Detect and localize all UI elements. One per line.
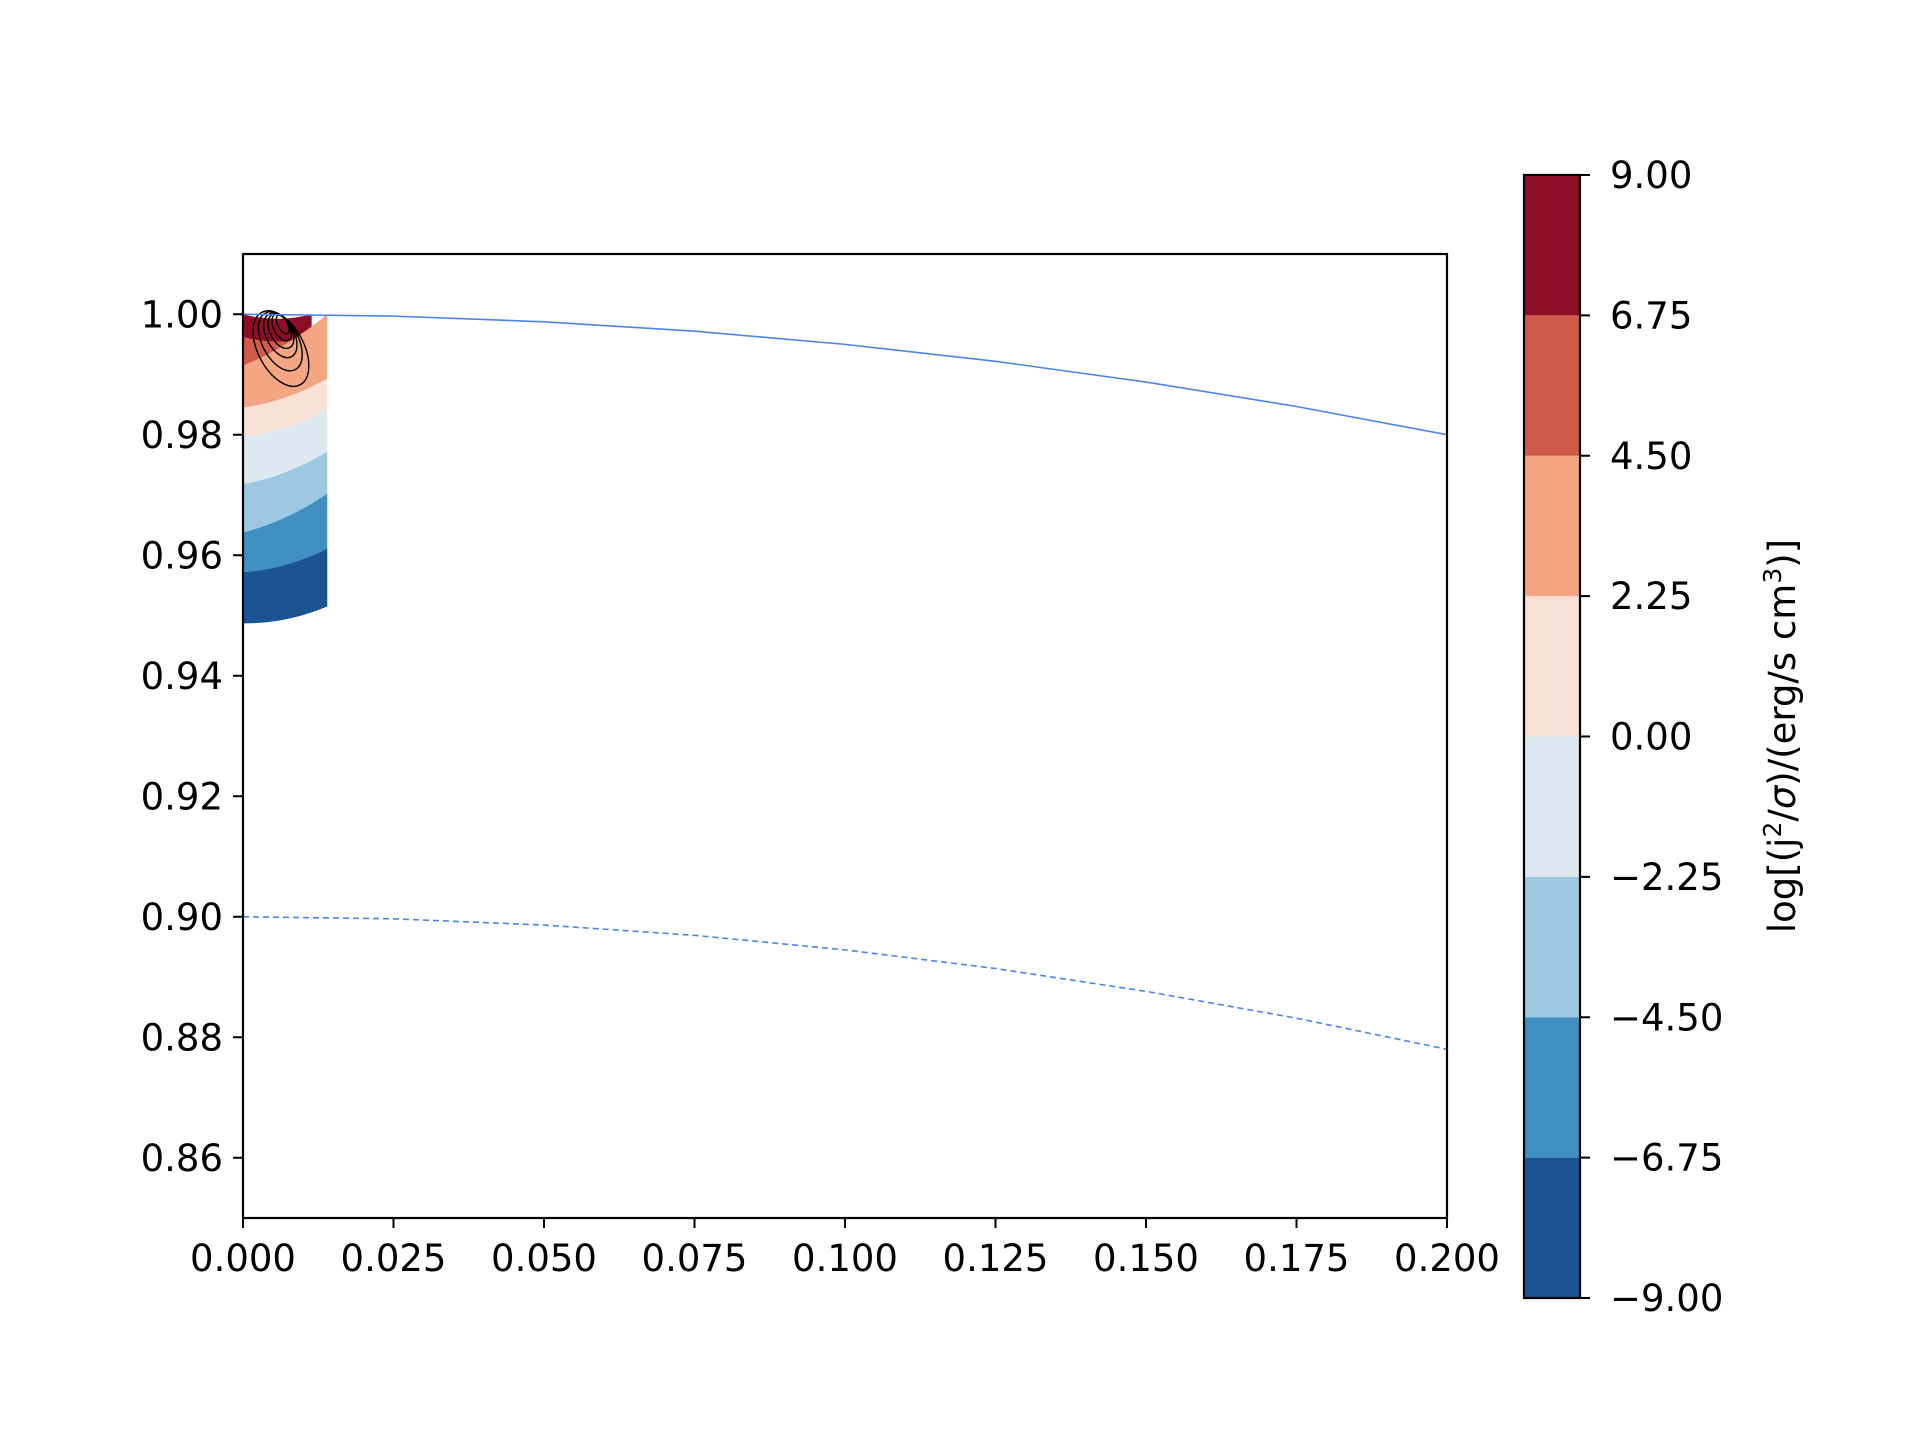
colorbar: −9.00 −6.75 −4.50 −2.25 0.00 2.25 4.50 6.75 9.00…	[1522, 154, 1804, 1320]
x-tick-label: 0.175	[1244, 1237, 1350, 1280]
colorbar-tick-label: −4.50	[1610, 996, 1723, 1039]
colorbar-block	[1524, 175, 1580, 316]
contour-fill-layer	[243, 314, 328, 624]
colorbar-tick-label: 9.00	[1610, 154, 1692, 197]
y-tick-label: 1.00	[141, 293, 223, 336]
y-tick-label: 0.92	[141, 775, 223, 818]
y-tick-label: 0.94	[141, 655, 223, 698]
colorbar-block	[1524, 1017, 1580, 1158]
x-tick-label: 0.000	[190, 1237, 296, 1280]
y-tick-label: 0.90	[141, 896, 223, 939]
y-tick-label: 0.88	[141, 1016, 223, 1059]
x-tick-label: 0.075	[642, 1237, 748, 1280]
colorbar-block	[1524, 736, 1580, 877]
colorbar-label: log[(j2/σ)/(erg/s cm3)]	[1758, 539, 1804, 933]
colorbar-tick-label: 2.25	[1610, 575, 1692, 618]
colorbar-tick-label: −6.75	[1610, 1137, 1723, 1180]
colorbar-ticks: −9.00 −6.75 −4.50 −2.25 0.00 2.25 4.50 6.75 9.00	[1580, 154, 1723, 1320]
colorbar-block	[1524, 1157, 1580, 1298]
x-tick-label: 0.100	[792, 1237, 898, 1280]
contour-band-6	[243, 493, 328, 573]
contour-band-3	[243, 378, 328, 437]
x-tick-label: 0.200	[1394, 1237, 1500, 1280]
colorbar-block	[1524, 876, 1580, 1018]
plot-frame	[241, 252, 1449, 1220]
x-tick-label: 0.150	[1093, 1237, 1199, 1280]
colorbar-block	[1524, 315, 1580, 456]
contour-line-4	[257, 311, 303, 372]
colorbar-blocks	[1524, 175, 1580, 1298]
contour-line-5	[252, 310, 310, 388]
x-tick-label: 0.125	[943, 1237, 1049, 1280]
contour-band-7	[243, 548, 328, 624]
colorbar-tick-label: 0.00	[1610, 716, 1692, 759]
y-axis: 0.86 0.88 0.90 0.92 0.94 0.96 0.98 1.00	[141, 293, 243, 1180]
y-tick-label: 0.96	[141, 534, 223, 577]
plot-area: 0.000 0.025 0.050 0.075 0.100 0.125 0.150 0.175…	[141, 252, 1500, 1280]
x-tick-label: 0.025	[341, 1237, 447, 1280]
curve-layer	[243, 313, 1447, 1051]
colorbar-block	[1524, 455, 1580, 597]
contour-band-2	[243, 314, 328, 408]
contour-band-4	[243, 409, 328, 485]
y-tick-label: 0.98	[141, 414, 223, 457]
colorbar-tick-label: 6.75	[1610, 294, 1692, 337]
colorbar-block	[1524, 596, 1580, 737]
x-axis: 0.000 0.025 0.050 0.075 0.100 0.125 0.150 0.175…	[190, 1218, 1500, 1280]
x-tick-label: 0.050	[491, 1237, 597, 1280]
colorbar-tick-label: −9.00	[1610, 1277, 1723, 1320]
y-tick-label: 0.86	[141, 1137, 223, 1180]
solid-curve	[243, 313, 1447, 436]
colorbar-tick-label: 4.50	[1610, 435, 1692, 478]
colorbar-tick-label: −2.25	[1610, 856, 1723, 899]
dashed-curve	[243, 915, 1447, 1051]
contour-band-5	[243, 451, 328, 533]
